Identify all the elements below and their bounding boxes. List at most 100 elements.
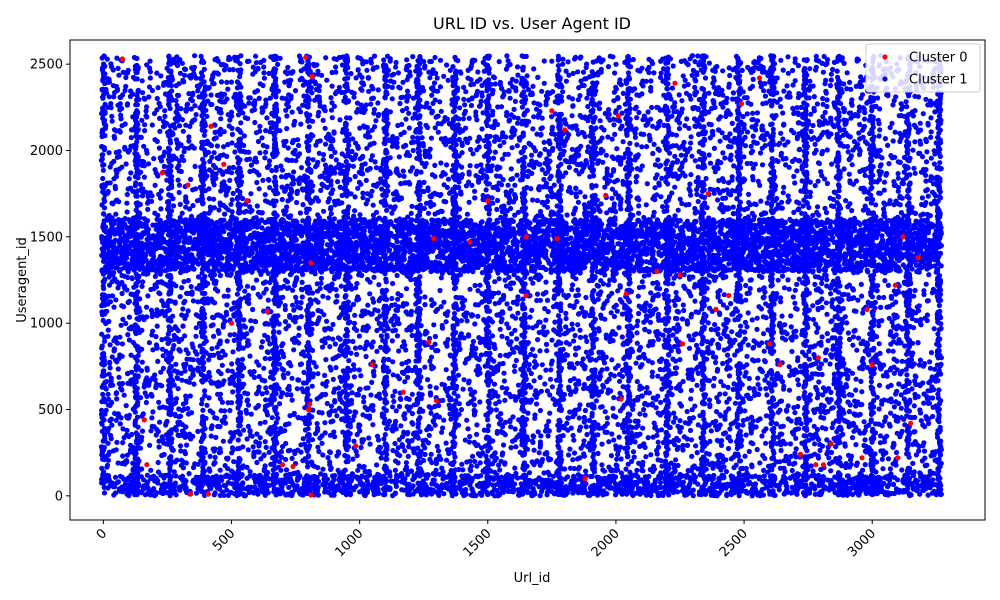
cluster-1-point — [351, 438, 357, 444]
cluster-1-point — [609, 195, 615, 201]
cluster-1-point — [441, 73, 447, 79]
cluster-1-point — [859, 293, 865, 299]
cluster-1-point — [284, 204, 290, 210]
cluster-1-point — [691, 332, 698, 338]
cluster-1-point — [204, 402, 210, 408]
cluster-1-point — [678, 58, 684, 64]
cluster-1-point — [254, 431, 260, 437]
cluster-1-point — [695, 198, 701, 205]
cluster-1-point — [399, 108, 406, 114]
cluster-1-point — [829, 354, 835, 360]
cluster-1-point — [750, 76, 756, 82]
cluster-1-point — [546, 138, 552, 144]
cluster-1-point — [472, 188, 478, 194]
cluster-1-point — [923, 96, 929, 102]
cluster-1-point — [910, 460, 916, 466]
cluster-1-point — [850, 334, 857, 340]
cluster-1-point — [435, 448, 442, 454]
cluster-1-point — [575, 69, 581, 75]
cluster-1-point — [289, 455, 295, 461]
cluster-1-point — [293, 294, 299, 300]
cluster-1-point — [154, 323, 160, 329]
cluster-1-point — [884, 373, 890, 379]
cluster-1-point — [435, 129, 441, 135]
cluster-1-point — [688, 172, 694, 178]
cluster-1-point — [404, 88, 411, 94]
cluster-1-point — [760, 286, 766, 292]
cluster-1-point — [444, 62, 450, 68]
cluster-1-point — [722, 195, 729, 201]
cluster-1-point — [441, 299, 447, 305]
cluster-1-point — [512, 195, 519, 202]
cluster-1-point — [291, 339, 298, 345]
cluster-1-point — [530, 197, 536, 203]
cluster-1-point — [927, 359, 933, 365]
cluster-1-point — [533, 401, 540, 407]
cluster-1-point — [331, 56, 337, 62]
cluster-1-point — [256, 186, 262, 192]
cluster-1-point — [762, 93, 769, 99]
cluster-1-point — [247, 469, 253, 475]
cluster-1-point — [124, 427, 130, 433]
cluster-1-point — [159, 337, 165, 343]
cluster-1-point — [494, 206, 500, 212]
cluster-1-point — [366, 88, 372, 94]
cluster-1-point — [828, 389, 834, 395]
cluster-1-point — [176, 182, 182, 188]
cluster-1-point — [613, 84, 619, 90]
cluster-1-point — [391, 79, 397, 85]
cluster-1-point — [857, 136, 863, 142]
cluster-1-point — [580, 69, 587, 75]
cluster-1-point — [636, 197, 642, 203]
cluster-1-point — [432, 162, 438, 168]
cluster-1-point — [112, 186, 119, 192]
cluster-1-point — [247, 95, 253, 101]
cluster-1-point — [259, 109, 265, 115]
cluster-1-point — [637, 364, 644, 370]
cluster-1-point — [613, 443, 619, 449]
cluster-1-point — [459, 300, 465, 306]
cluster-1-point — [785, 416, 791, 422]
cluster-1-point — [816, 379, 822, 385]
cluster-1-point — [466, 199, 472, 205]
cluster-1-point — [444, 162, 450, 168]
cluster-1-point — [157, 291, 163, 297]
cluster-1-point — [544, 198, 551, 204]
cluster-1-point — [227, 332, 233, 338]
cluster-1-point — [254, 359, 260, 365]
cluster-1-point — [107, 360, 113, 366]
cluster-1-point — [918, 212, 924, 218]
cluster-1-point — [635, 318, 641, 324]
cluster-1-point — [530, 83, 536, 89]
cluster-1-point — [229, 306, 235, 312]
cluster-1-point — [329, 83, 335, 89]
cluster-1-point — [162, 108, 168, 114]
cluster-1-point — [811, 423, 817, 429]
cluster-1-point — [409, 391, 415, 397]
cluster-1-point — [183, 197, 189, 203]
cluster-1-point — [671, 410, 677, 416]
cluster-1-point — [645, 109, 651, 115]
cluster-1-point — [599, 462, 605, 468]
cluster-1-point — [106, 150, 112, 156]
cluster-1-point — [595, 296, 601, 302]
cluster-1-point — [507, 305, 513, 312]
cluster-1-point — [538, 433, 544, 439]
cluster-1-point — [382, 432, 388, 438]
cluster-1-point — [327, 364, 333, 370]
cluster-1-point — [672, 153, 678, 159]
cluster-1-point — [717, 114, 724, 120]
cluster-1-point — [844, 320, 850, 326]
cluster-1-point — [290, 287, 296, 293]
cluster-1-point — [565, 59, 571, 65]
cluster-1-point — [438, 160, 444, 166]
cluster-1-point — [390, 359, 396, 365]
cluster-1-point — [244, 283, 251, 289]
cluster-1-point — [814, 204, 821, 210]
cluster-1-point — [650, 150, 656, 157]
cluster-1-point — [160, 365, 166, 371]
cluster-1-point — [715, 341, 721, 347]
cluster-1-point — [810, 122, 816, 129]
cluster-1-point — [846, 171, 852, 177]
cluster-1-point — [862, 462, 868, 468]
